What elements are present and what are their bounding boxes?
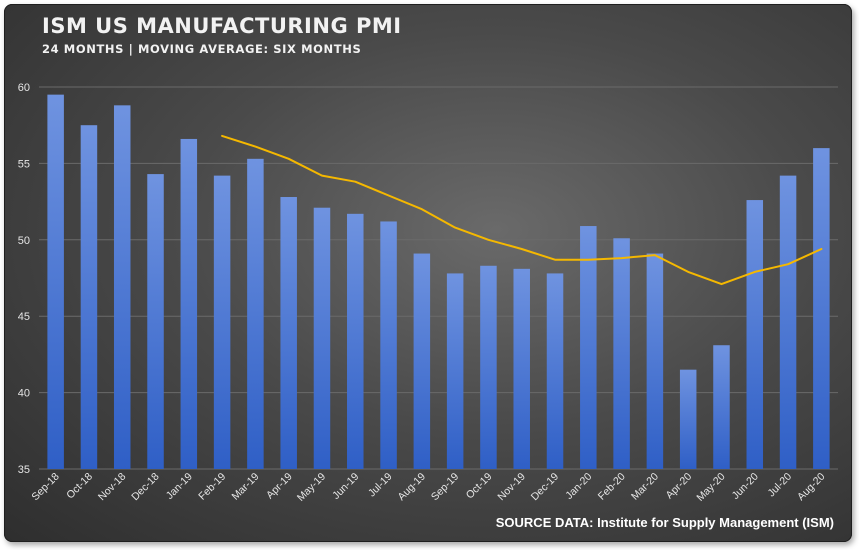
x-tick-label: Feb-19	[196, 471, 228, 503]
x-tick-label: Dec-18	[129, 471, 162, 504]
x-tick-label: Apr-20	[664, 471, 695, 502]
bar	[713, 345, 730, 469]
bar	[180, 138, 198, 469]
x-tick-label: Jan-20	[563, 471, 594, 502]
x-tick-label: Jun-19	[330, 471, 361, 502]
x-tick-label: Mar-20	[629, 471, 661, 503]
x-tick-label: Oct-19	[464, 471, 495, 502]
moving-average-line	[221, 134, 823, 286]
y-tick-label: 50	[18, 235, 30, 247]
bar	[679, 369, 697, 469]
gridlines	[39, 86, 838, 470]
x-axis: Sep-18 Oct-18 Nov-18 Dec-18 Jan-19 Feb-19 Mar-…	[29, 471, 827, 504]
y-tick-label: 35	[18, 464, 30, 476]
bar	[213, 175, 231, 469]
bar	[646, 253, 664, 469]
y-tick-label: 40	[18, 388, 30, 400]
x-tick-label: Mar-19	[230, 471, 262, 503]
x-tick-label: Oct-18	[64, 471, 95, 502]
bar	[513, 268, 530, 469]
bar	[779, 175, 797, 469]
source-note: SOURCE DATA: Institute for Supply Manage…	[495, 515, 834, 530]
bar	[347, 213, 364, 469]
x-tick-label: Apr-19	[264, 471, 295, 502]
bar	[580, 226, 597, 469]
bar	[813, 148, 830, 469]
x-tick-label: May-20	[694, 471, 727, 504]
bar	[147, 174, 164, 469]
y-tick-label: 55	[18, 158, 30, 170]
x-tick-label: Nov-19	[495, 471, 528, 504]
x-tick-label: May-19	[295, 471, 328, 504]
bar	[380, 221, 397, 469]
bar	[613, 238, 630, 469]
x-tick-label: Dec-19	[529, 471, 562, 504]
y-axis: 35 40 45 50 55 60	[18, 82, 30, 476]
bar	[480, 265, 497, 469]
bar	[313, 207, 331, 469]
pmi-bars	[47, 94, 830, 470]
bar	[247, 158, 264, 470]
y-tick-label: 60	[18, 82, 30, 94]
x-tick-label: Jul-20	[765, 471, 794, 500]
x-tick-label: Jun-20	[730, 471, 761, 502]
bar	[446, 273, 464, 469]
bar	[80, 125, 98, 469]
bar	[113, 105, 131, 469]
bar	[746, 200, 764, 469]
x-tick-label: Sep-19	[429, 471, 462, 504]
bar	[47, 94, 64, 469]
x-tick-label: Nov-18	[96, 471, 129, 504]
x-tick-label: Jan-19	[164, 471, 195, 502]
x-tick-label: Feb-20	[596, 471, 628, 503]
x-tick-label: Sep-18	[29, 471, 62, 504]
bar	[546, 273, 564, 469]
chart-title: ISM US MANUFACTURING PMI	[42, 14, 402, 38]
x-tick-label: Aug-20	[795, 471, 828, 504]
x-tick-label: Aug-19	[396, 471, 429, 504]
bar	[413, 253, 431, 469]
bar	[280, 197, 297, 470]
moving-average-series	[221, 134, 823, 286]
chart-subtitle: 24 MONTHS | MOVING AVERAGE: SIX MONTHS	[42, 42, 362, 56]
x-tick-label: Jul-19	[366, 471, 395, 500]
y-tick-label: 45	[18, 311, 30, 323]
